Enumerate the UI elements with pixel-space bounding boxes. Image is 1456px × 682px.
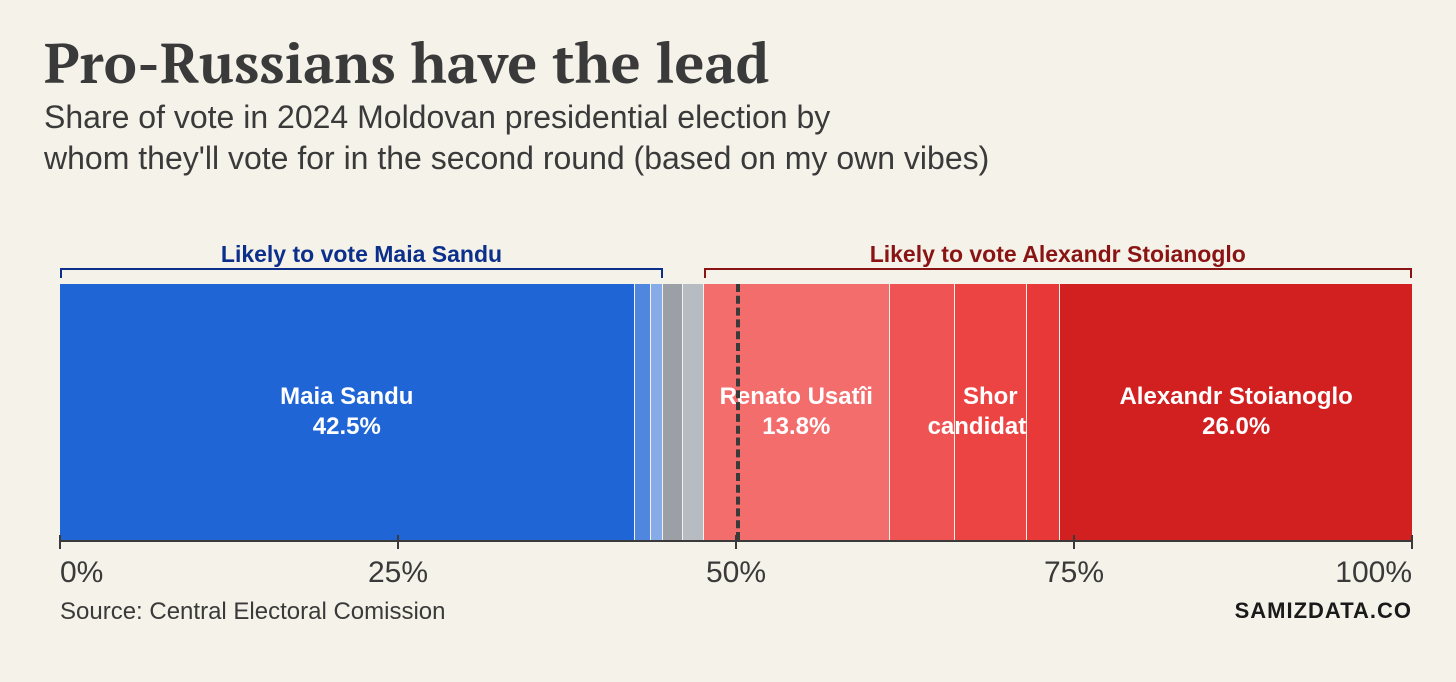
axis-tick-label: 100% [1335, 556, 1412, 590]
subtitle-line-2: whom they'll vote for in the second roun… [44, 140, 989, 176]
brand-watermark: SAMIZDATA.CO [1235, 598, 1412, 624]
x-axis: 0%25%50%75%100% [60, 540, 1412, 542]
segment-label-shor2: Shorcandidates [955, 284, 1026, 540]
segment-usatii: Renato Usatîi13.8% [704, 284, 891, 540]
segment-blue3 [651, 284, 663, 540]
axis-tick-label: 50% [706, 556, 766, 590]
axis-tick [397, 535, 399, 549]
segment-stoia: Alexandr Stoianoglo26.0% [1060, 284, 1412, 540]
segment-grey2 [683, 284, 703, 540]
segment-blue2 [635, 284, 651, 540]
axis-tick-label: 75% [1044, 556, 1104, 590]
bracket-layer: Likely to vote Maia Sandu Likely to vote … [60, 244, 1412, 278]
segment-shor2: Shorcandidates [955, 284, 1027, 540]
subtitle-line-1: Share of vote in 2024 Moldovan president… [44, 99, 830, 135]
segment-sandu: Maia Sandu42.5% [60, 284, 635, 540]
sandu-bracket: Likely to vote Maia Sandu [60, 244, 663, 278]
axis-tick-label: 25% [368, 556, 428, 590]
stoia-bracket: Likely to vote Alexandr Stoianoglo [704, 244, 1412, 278]
axis-tick [1411, 535, 1413, 549]
segment-grey1 [663, 284, 683, 540]
chart-subtitle: Share of vote in 2024 Moldovan president… [44, 97, 1412, 179]
segment-shor3 [1027, 284, 1061, 540]
segment-label-sandu: Maia Sandu42.5% [60, 284, 634, 540]
axis-tick [735, 535, 737, 549]
segment-label-stoia: Alexandr Stoianoglo26.0% [1060, 284, 1412, 540]
segment-label-usatii: Renato Usatîi13.8% [704, 284, 890, 540]
axis-tick [59, 535, 61, 549]
axis-tick-label: 0% [60, 556, 103, 590]
stacked-bar: Maia Sandu42.5% Renato Usatîi13.8% Shorcan… [60, 284, 1412, 540]
chart-title: Pro-Russians have the lead [44, 34, 1412, 93]
source-attribution: Source: Central Electoral Comission [60, 598, 446, 626]
axis-tick [1073, 535, 1075, 549]
